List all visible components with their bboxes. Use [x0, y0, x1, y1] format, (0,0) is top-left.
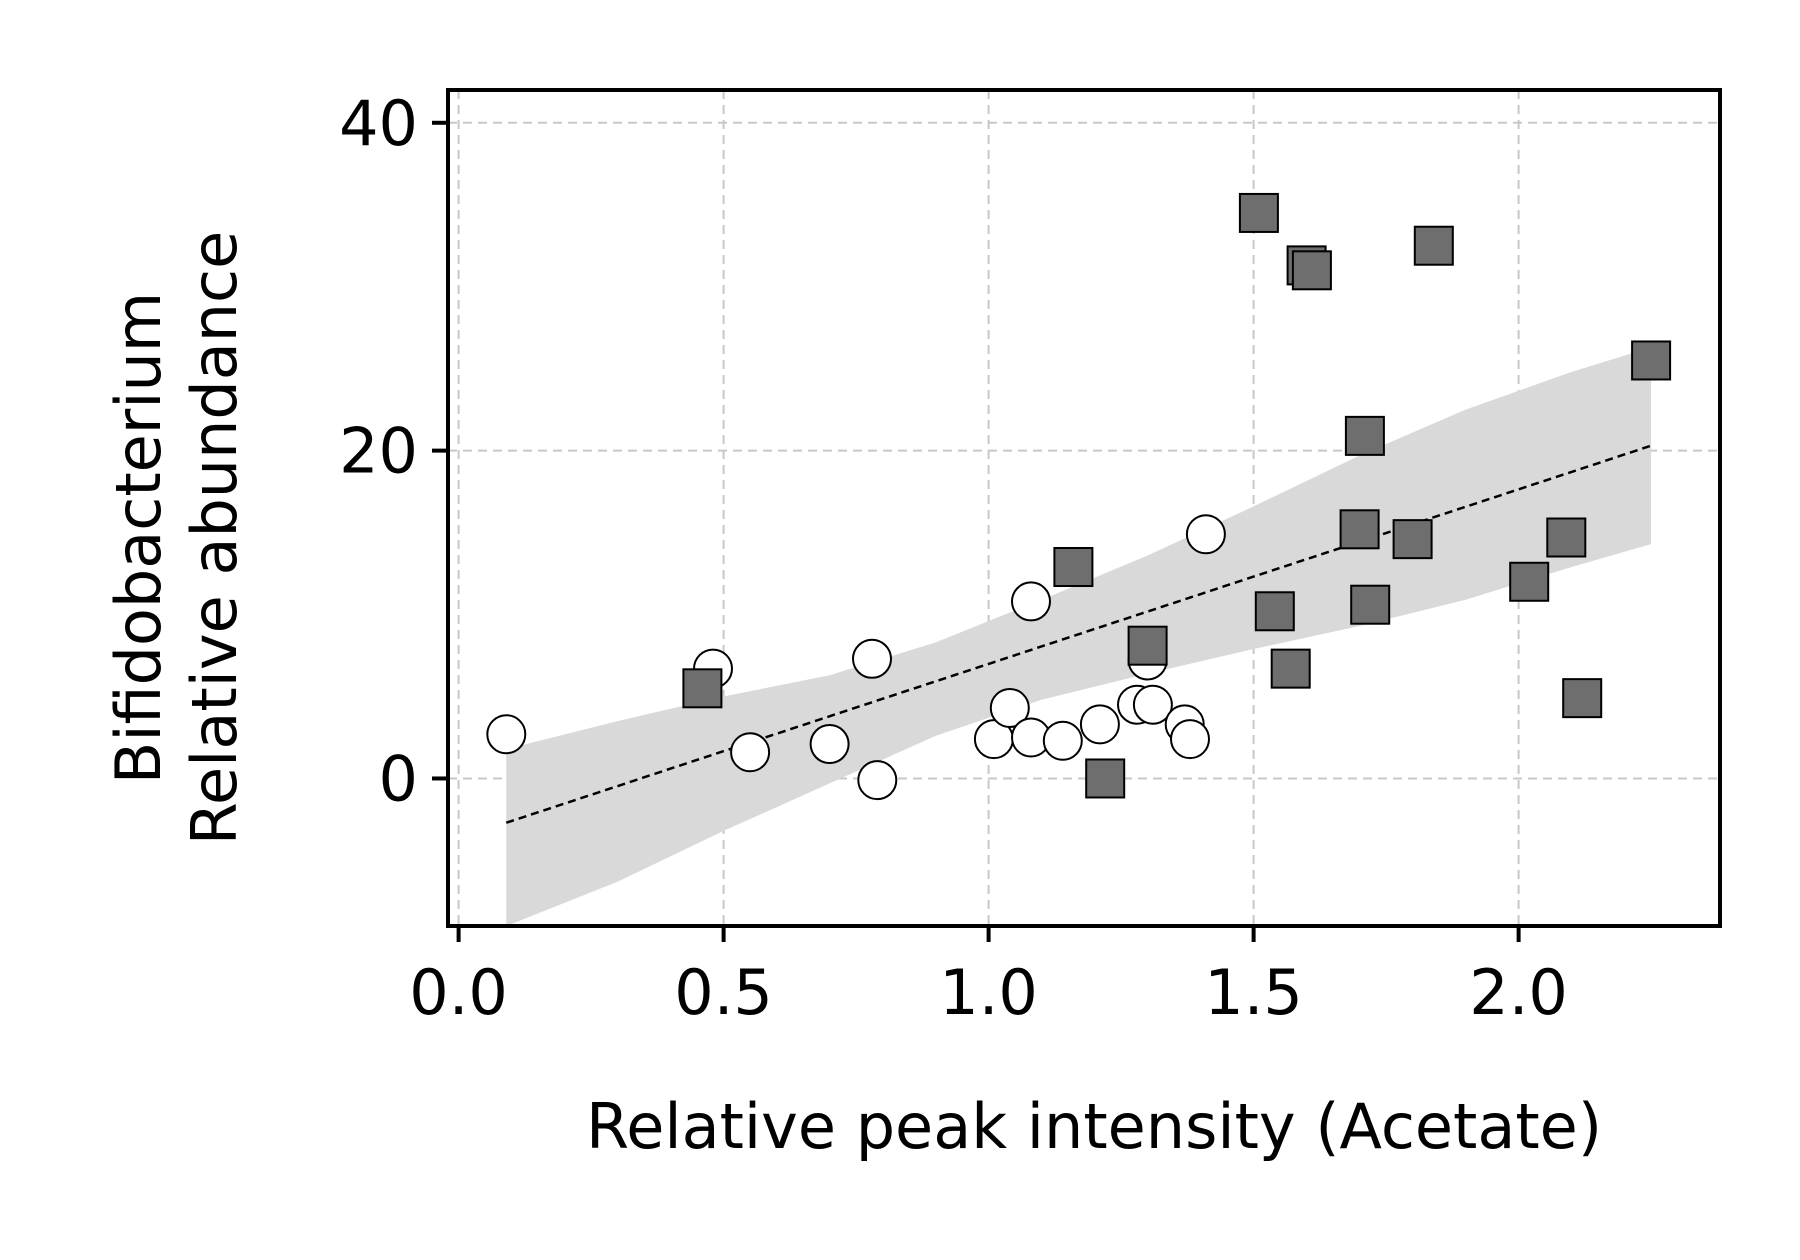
x-axis-label: Relative peak intensity (Acetate)	[586, 1090, 1602, 1163]
y-axis-label-line-1: Bifidobacterium	[102, 292, 175, 784]
square-point-1	[1053, 547, 1094, 588]
square-point-0	[682, 668, 723, 709]
circle-point-3	[809, 724, 850, 765]
confidence-band-layer	[506, 347, 1652, 926]
square-point-15	[1546, 517, 1587, 558]
circle-point-2	[730, 732, 771, 773]
x-tick-label-1: 0.5	[674, 956, 773, 1029]
square-point-4	[1238, 192, 1279, 233]
square-point-11	[1350, 584, 1391, 625]
square-point-17	[1631, 340, 1672, 381]
square-point-3	[1127, 625, 1168, 666]
y-tick-label-1: 20	[339, 415, 418, 488]
regression-line	[505, 444, 1652, 824]
square-point-6	[1270, 648, 1311, 689]
x-tick-label-0: 0.0	[409, 956, 508, 1029]
circle-point-10	[1042, 720, 1083, 761]
square-point-14	[1509, 561, 1550, 602]
square-point-12	[1392, 519, 1433, 560]
circle-point-0	[486, 714, 527, 755]
square-point-2	[1085, 758, 1126, 799]
circle-point-16	[1170, 719, 1210, 760]
square-point-9	[1339, 509, 1380, 550]
confidence-band	[506, 347, 1652, 926]
plot-frame	[446, 88, 1722, 928]
y-tick-label-2: 40	[339, 87, 418, 160]
data-points-layer	[486, 192, 1672, 801]
circle-point-7	[989, 687, 1030, 728]
circle-point-4	[852, 638, 892, 679]
square-point-10	[1344, 415, 1385, 456]
y-axis-label-line-2: Relative abundance	[178, 231, 251, 846]
circle-point-14	[1132, 684, 1173, 725]
x-tick-label-4: 2.0	[1469, 956, 1568, 1029]
square-point-5	[1254, 591, 1295, 632]
y-tick-label-0: 0	[379, 742, 418, 815]
circle-point-11	[1079, 704, 1120, 745]
circle-point-9	[1011, 581, 1051, 622]
circle-point-5	[857, 760, 898, 801]
circle-point-17	[1185, 514, 1226, 555]
x-tick-label-3: 1.5	[1204, 956, 1303, 1029]
axes-layer: 0.0 0.5 1.0 1.5 2.0 0 20 40	[339, 87, 1568, 1029]
square-point-8	[1291, 250, 1332, 291]
fit-line-layer	[505, 444, 1652, 824]
square-point-13	[1413, 225, 1454, 266]
x-tick-label-2: 1.0	[939, 956, 1038, 1029]
square-point-16	[1562, 678, 1603, 719]
